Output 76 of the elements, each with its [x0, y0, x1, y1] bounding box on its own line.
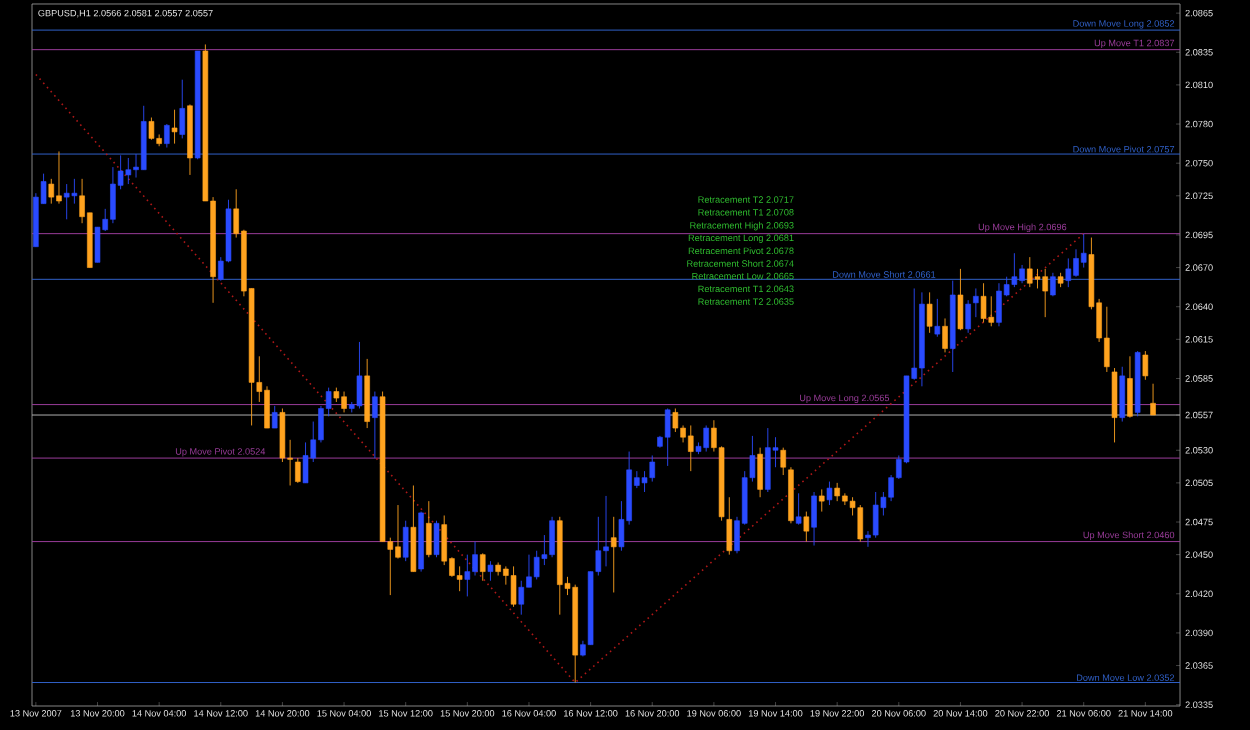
- candlestick: [426, 500, 432, 558]
- candlestick: [533, 550, 540, 580]
- candlestick: [395, 504, 401, 559]
- candlestick: [48, 178, 55, 205]
- candlestick: [472, 541, 478, 576]
- candlestick: [610, 516, 617, 593]
- candlestick: [341, 391, 347, 413]
- candlestick: [934, 298, 941, 338]
- candlestick: [1104, 306, 1110, 373]
- candlestick: [1150, 383, 1156, 416]
- candlestick: [1073, 248, 1079, 278]
- candlestick: [264, 385, 270, 429]
- candlestick: [487, 560, 494, 582]
- candlestick: [826, 481, 833, 506]
- candlestick: [125, 157, 132, 185]
- candlestick: [372, 391, 378, 459]
- candlestick: [703, 425, 709, 452]
- candlestick: [1019, 264, 1025, 284]
- candlestick: [957, 268, 964, 331]
- candlestick: [1127, 355, 1133, 419]
- candlestick: [842, 492, 848, 506]
- candlestick: [1111, 367, 1118, 443]
- candlestick: [271, 405, 278, 429]
- candlestick: [1011, 252, 1018, 288]
- candlestick: [996, 282, 1002, 327]
- candlestick: [688, 425, 694, 472]
- candlestick: [834, 482, 840, 502]
- candlestick: [1080, 233, 1087, 269]
- candlestick: [510, 565, 517, 608]
- candlestick: [980, 282, 987, 323]
- candlestick: [1142, 350, 1149, 381]
- candlestick: [811, 491, 817, 546]
- candlestick: [857, 504, 864, 543]
- candlestick: [726, 496, 733, 556]
- candlestick: [664, 408, 671, 467]
- candlestick: [973, 288, 979, 318]
- candlestick: [649, 455, 656, 483]
- candlestick: [148, 117, 155, 141]
- candlestick: [803, 511, 810, 543]
- candlestick: [302, 441, 309, 484]
- candlestick: [518, 580, 525, 616]
- candlestick: [818, 488, 825, 513]
- candlestick: [171, 109, 178, 145]
- candlestick: [757, 447, 763, 498]
- candlestick: [1119, 366, 1126, 422]
- candlestick: [456, 565, 463, 592]
- candlestick: [479, 552, 486, 582]
- candlestick: [549, 516, 555, 558]
- candlestick: [926, 291, 933, 334]
- candlestick: [672, 408, 679, 433]
- candlestick: [780, 447, 786, 476]
- candlestick: [433, 520, 440, 558]
- candlestick: [63, 183, 70, 220]
- candlestick: [164, 123, 170, 148]
- candlestick: [765, 427, 771, 493]
- candlestick: [872, 491, 879, 539]
- candlestick: [795, 492, 802, 526]
- candlestick: [603, 495, 609, 567]
- candlestick: [988, 295, 995, 327]
- candlestick: [402, 520, 409, 562]
- candlestick: [1027, 256, 1033, 288]
- candlestick: [110, 166, 116, 224]
- candlestick: [356, 341, 363, 409]
- candlestick: [295, 457, 301, 484]
- candlestick: [179, 79, 186, 139]
- candlestick: [94, 226, 101, 263]
- candlestick: [464, 554, 471, 597]
- candlestick: [965, 299, 971, 334]
- candlestick: [71, 178, 78, 205]
- candlestick: [1042, 268, 1048, 318]
- candlestick: [410, 485, 417, 573]
- candlestick: [942, 318, 948, 353]
- candlestick: [1034, 268, 1041, 289]
- candlestick: [364, 358, 370, 429]
- candlestick: [1065, 257, 1072, 288]
- candlestick: [56, 151, 62, 205]
